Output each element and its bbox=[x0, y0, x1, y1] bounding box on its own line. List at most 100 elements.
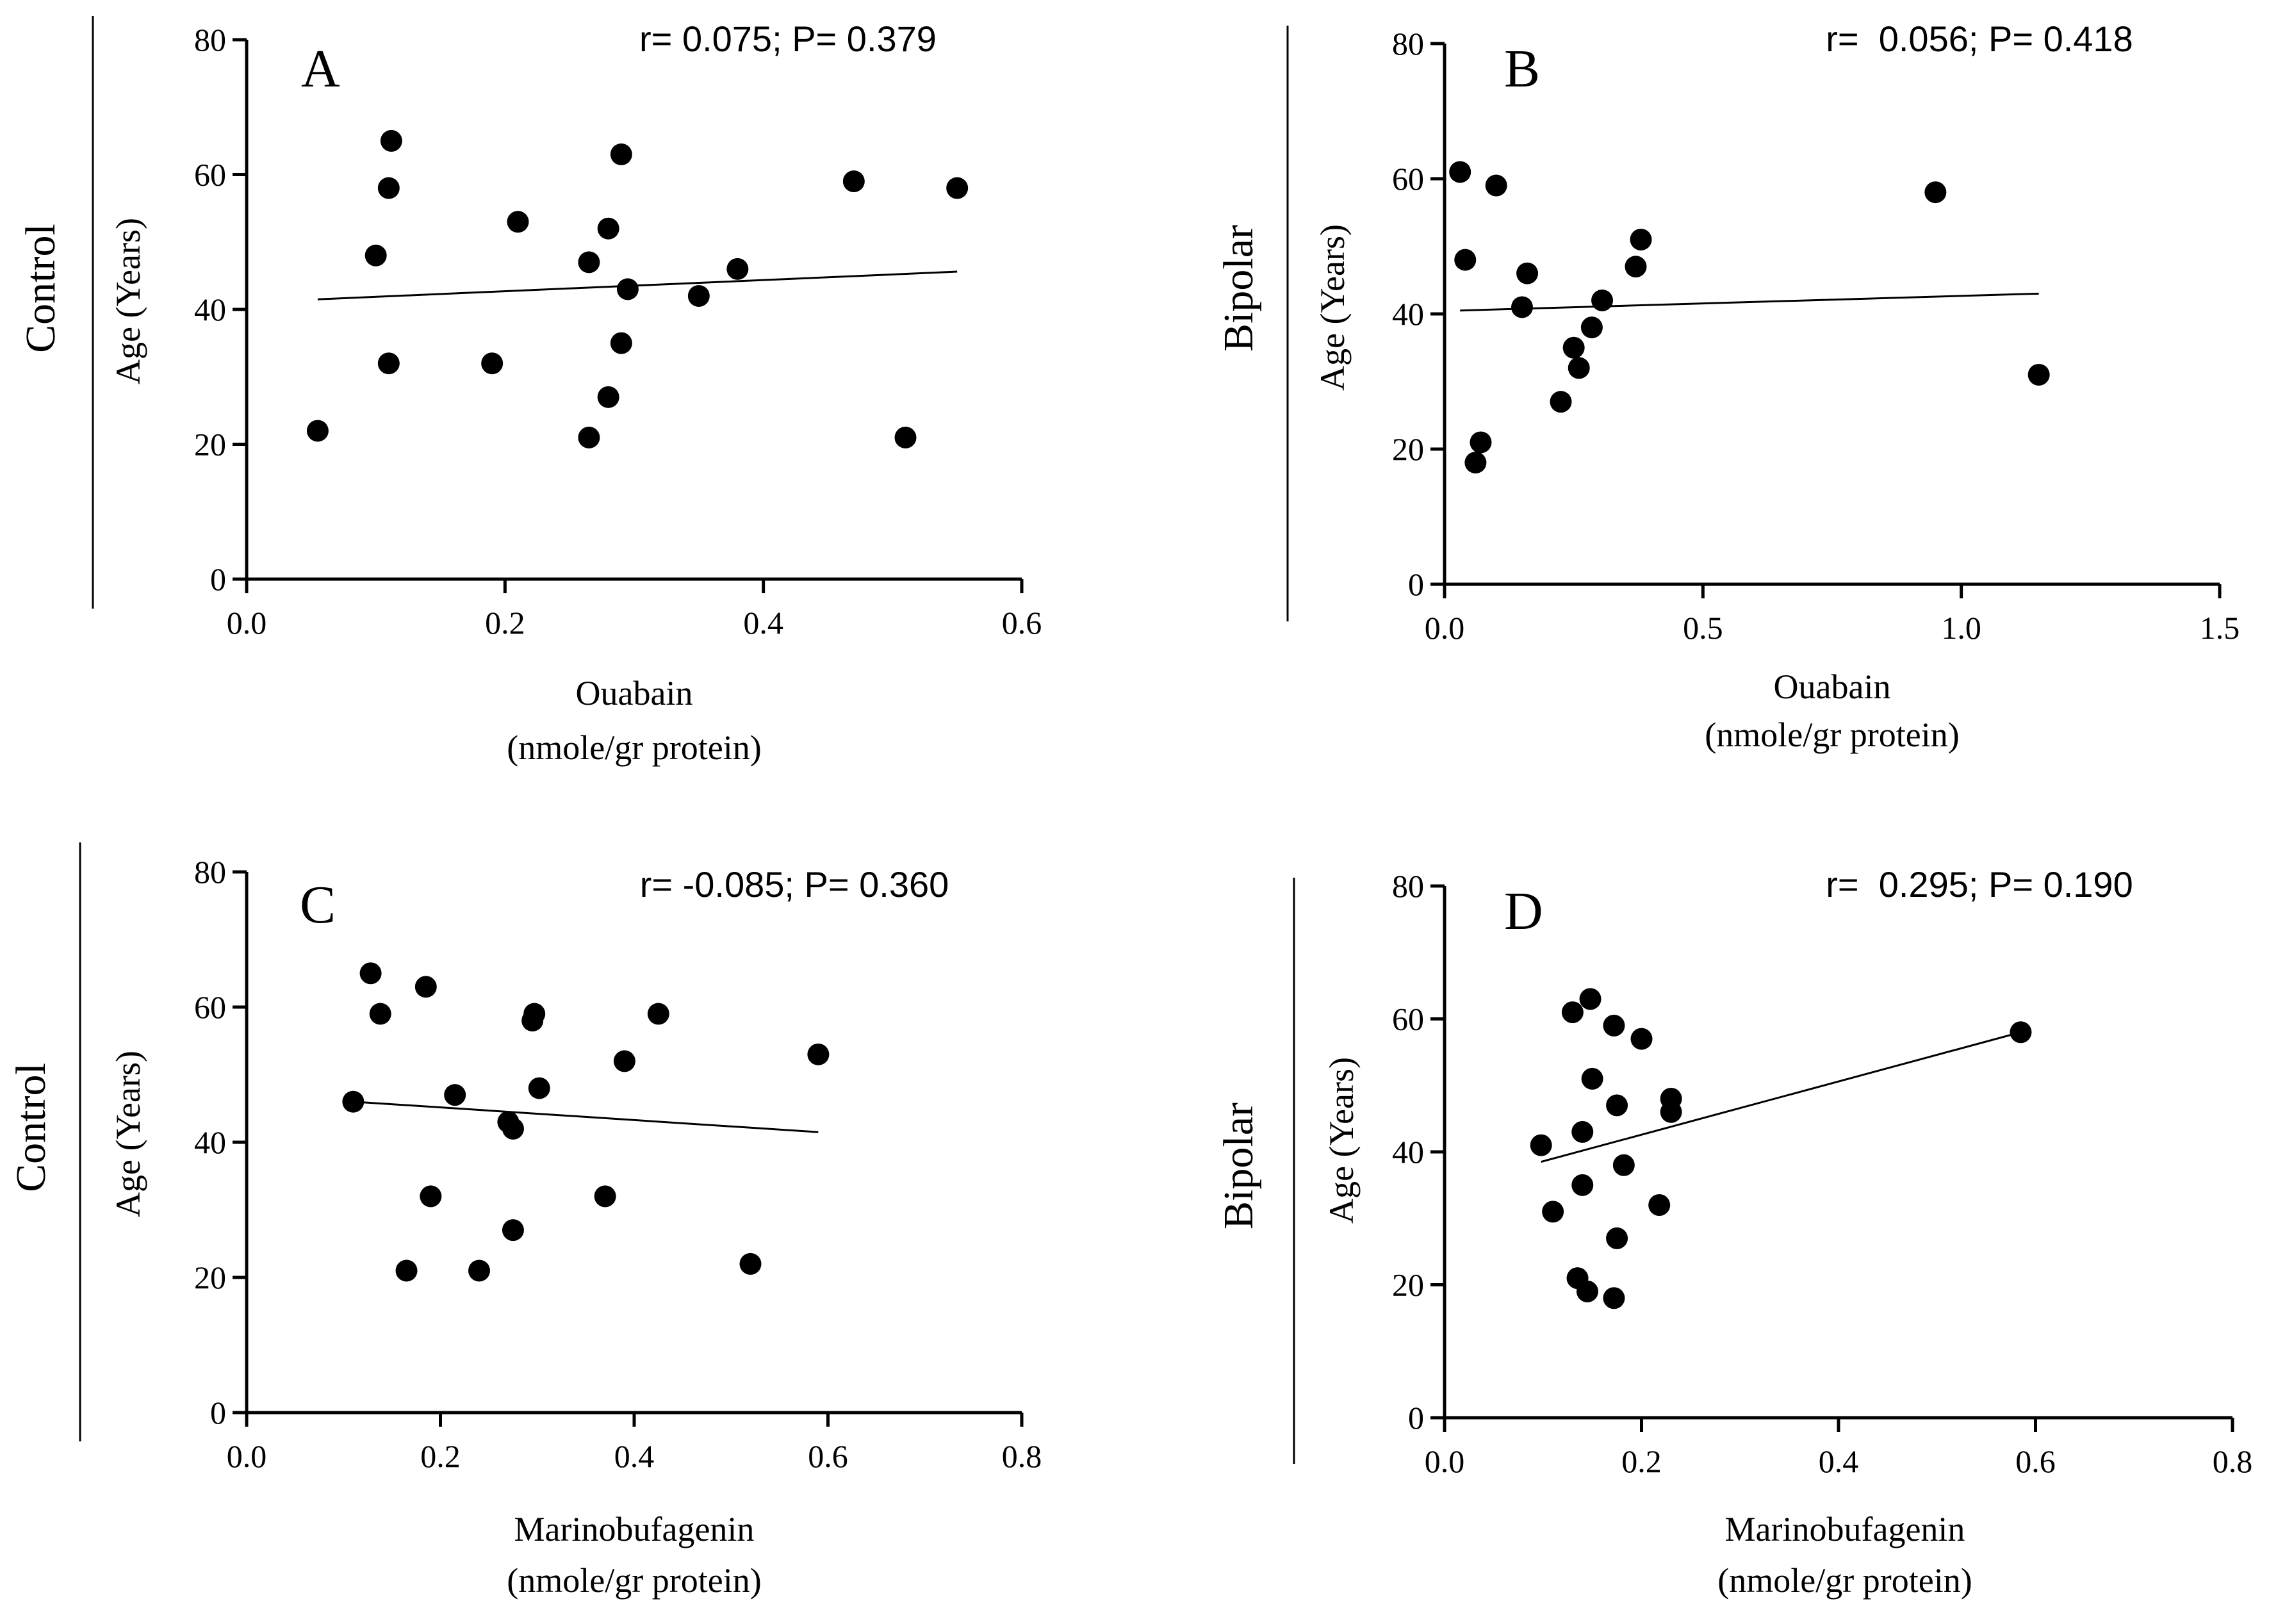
y-tick-label: 60 bbox=[194, 989, 226, 1025]
data-point bbox=[369, 1003, 391, 1025]
x-tick-label: 0.6 bbox=[808, 1438, 848, 1474]
data-point bbox=[610, 143, 632, 165]
x-tick-label: 0.2 bbox=[485, 605, 525, 641]
data-point bbox=[610, 332, 632, 354]
data-point bbox=[1530, 1134, 1552, 1156]
data-point bbox=[1591, 289, 1614, 311]
data-point bbox=[1660, 1101, 1682, 1123]
data-point bbox=[1571, 1174, 1594, 1196]
x-tick-label: 0.0 bbox=[227, 1438, 267, 1474]
data-point bbox=[1648, 1194, 1671, 1216]
correlation-stat: r= -0.085; P= 0.360 bbox=[640, 864, 949, 905]
data-point bbox=[1603, 1014, 1625, 1037]
data-point bbox=[1606, 1227, 1628, 1249]
x-tick-label: 0.8 bbox=[2213, 1443, 2253, 1479]
data-point bbox=[1606, 1094, 1628, 1117]
x-tick-label: 0.6 bbox=[2015, 1443, 2056, 1479]
data-point bbox=[414, 976, 437, 998]
x-tick-label: 0.0 bbox=[1425, 610, 1465, 646]
x-tick-label: 0.0 bbox=[227, 605, 267, 641]
x-axis-unit: (nmole/gr protein) bbox=[507, 728, 761, 767]
group-label: Bipolar bbox=[1215, 1103, 1262, 1229]
panel-c: Control 0 20 40 60 80 0.0 0.2 0.4 0.6 0.8 Age (Year… bbox=[8, 842, 1042, 1600]
data-point bbox=[597, 217, 619, 240]
y-tick-label: 80 bbox=[1392, 26, 1424, 62]
panel-letter: D bbox=[1504, 882, 1543, 941]
x-tick-label: 0.2 bbox=[420, 1438, 461, 1474]
group-label: Control bbox=[8, 1063, 54, 1192]
data-point bbox=[842, 170, 865, 193]
x-tick-label: 1.5 bbox=[2200, 610, 2240, 646]
data-point bbox=[342, 1090, 365, 1113]
x-tick-label: 0.8 bbox=[1002, 1438, 1042, 1474]
data-point bbox=[1562, 336, 1585, 359]
regression-line bbox=[1460, 292, 2039, 312]
y-tick-label: 20 bbox=[1392, 1267, 1424, 1303]
data-point bbox=[359, 962, 382, 985]
correlation-stat: r= 0.056; P= 0.418 bbox=[1826, 19, 2133, 59]
data-point bbox=[1561, 1001, 1584, 1024]
y-tick-label: 40 bbox=[1392, 296, 1424, 332]
y-axis-title: Age (Years) bbox=[1322, 1057, 1361, 1224]
data-point bbox=[1485, 174, 1507, 197]
panel-d: Bipolar 0 20 40 60 80 0.0 0.2 0.4 0.6 0.8 Age (Year… bbox=[1215, 864, 2252, 1600]
group-label: Control bbox=[17, 224, 64, 353]
y-tick-label: 0 bbox=[1408, 1400, 1424, 1436]
correlation-stat: r= 0.295; P= 0.190 bbox=[1826, 864, 2133, 905]
panel-letter: A bbox=[301, 39, 340, 99]
data-point bbox=[306, 420, 329, 442]
x-axis-title: Marinobufagenin bbox=[1725, 1510, 1965, 1548]
y-tick-label: 40 bbox=[194, 291, 226, 327]
data-point bbox=[1550, 391, 1572, 413]
data-point bbox=[597, 386, 619, 408]
panel-letter: B bbox=[1504, 39, 1540, 99]
data-point bbox=[1511, 296, 1533, 318]
panel-letter: C bbox=[300, 875, 336, 935]
y-tick-label: 60 bbox=[1392, 161, 1424, 197]
data-point bbox=[528, 1077, 550, 1099]
y-axis-title: Age (Years) bbox=[109, 218, 147, 384]
data-point bbox=[1581, 1067, 1603, 1090]
y-tick-label: 80 bbox=[1392, 868, 1424, 904]
x-axis-unit: (nmole/gr protein) bbox=[507, 1561, 761, 1600]
y-tick-label: 60 bbox=[194, 157, 226, 193]
x-tick-label: 0.4 bbox=[1819, 1443, 1859, 1479]
data-point bbox=[507, 211, 529, 233]
data-point bbox=[894, 426, 917, 448]
y-axis-title: Age (Years) bbox=[1313, 224, 1352, 391]
data-point bbox=[594, 1185, 616, 1208]
y-axis-title: Age (Years) bbox=[109, 1051, 147, 1217]
x-axis-title: Ouabain bbox=[576, 674, 693, 712]
data-point bbox=[1630, 1028, 1653, 1050]
regression-line bbox=[1541, 1031, 2021, 1163]
data-point bbox=[1464, 452, 1487, 474]
x-axis-title: Ouabain bbox=[1774, 668, 1891, 706]
data-point bbox=[1580, 316, 1603, 339]
data-point bbox=[1924, 181, 1947, 204]
x-axis-unit: (nmole/gr protein) bbox=[1705, 716, 1959, 754]
data-point bbox=[523, 1003, 546, 1025]
y-tick-label: 0 bbox=[1408, 566, 1424, 602]
x-axis-title: Marinobufagenin bbox=[514, 1510, 755, 1548]
data-point bbox=[1571, 1120, 1594, 1143]
data-point bbox=[444, 1084, 466, 1106]
y-tick-label: 80 bbox=[194, 854, 226, 890]
data-point bbox=[1612, 1154, 1635, 1176]
data-point bbox=[1454, 249, 1477, 271]
y-tick-label: 40 bbox=[1392, 1134, 1424, 1170]
data-point bbox=[807, 1043, 830, 1065]
data-point bbox=[1542, 1201, 1564, 1223]
data-point bbox=[377, 352, 400, 375]
correlation-stat: r= 0.075; P= 0.379 bbox=[639, 19, 937, 59]
y-tick-label: 40 bbox=[194, 1124, 226, 1160]
data-point bbox=[502, 1219, 524, 1242]
data-point bbox=[2027, 363, 2050, 386]
data-point bbox=[420, 1185, 442, 1208]
data-point bbox=[502, 1117, 524, 1140]
data-point bbox=[1516, 262, 1539, 284]
data-point bbox=[468, 1259, 490, 1282]
data-point bbox=[739, 1252, 762, 1275]
data-point bbox=[395, 1259, 418, 1282]
x-tick-label: 0.4 bbox=[614, 1438, 655, 1474]
